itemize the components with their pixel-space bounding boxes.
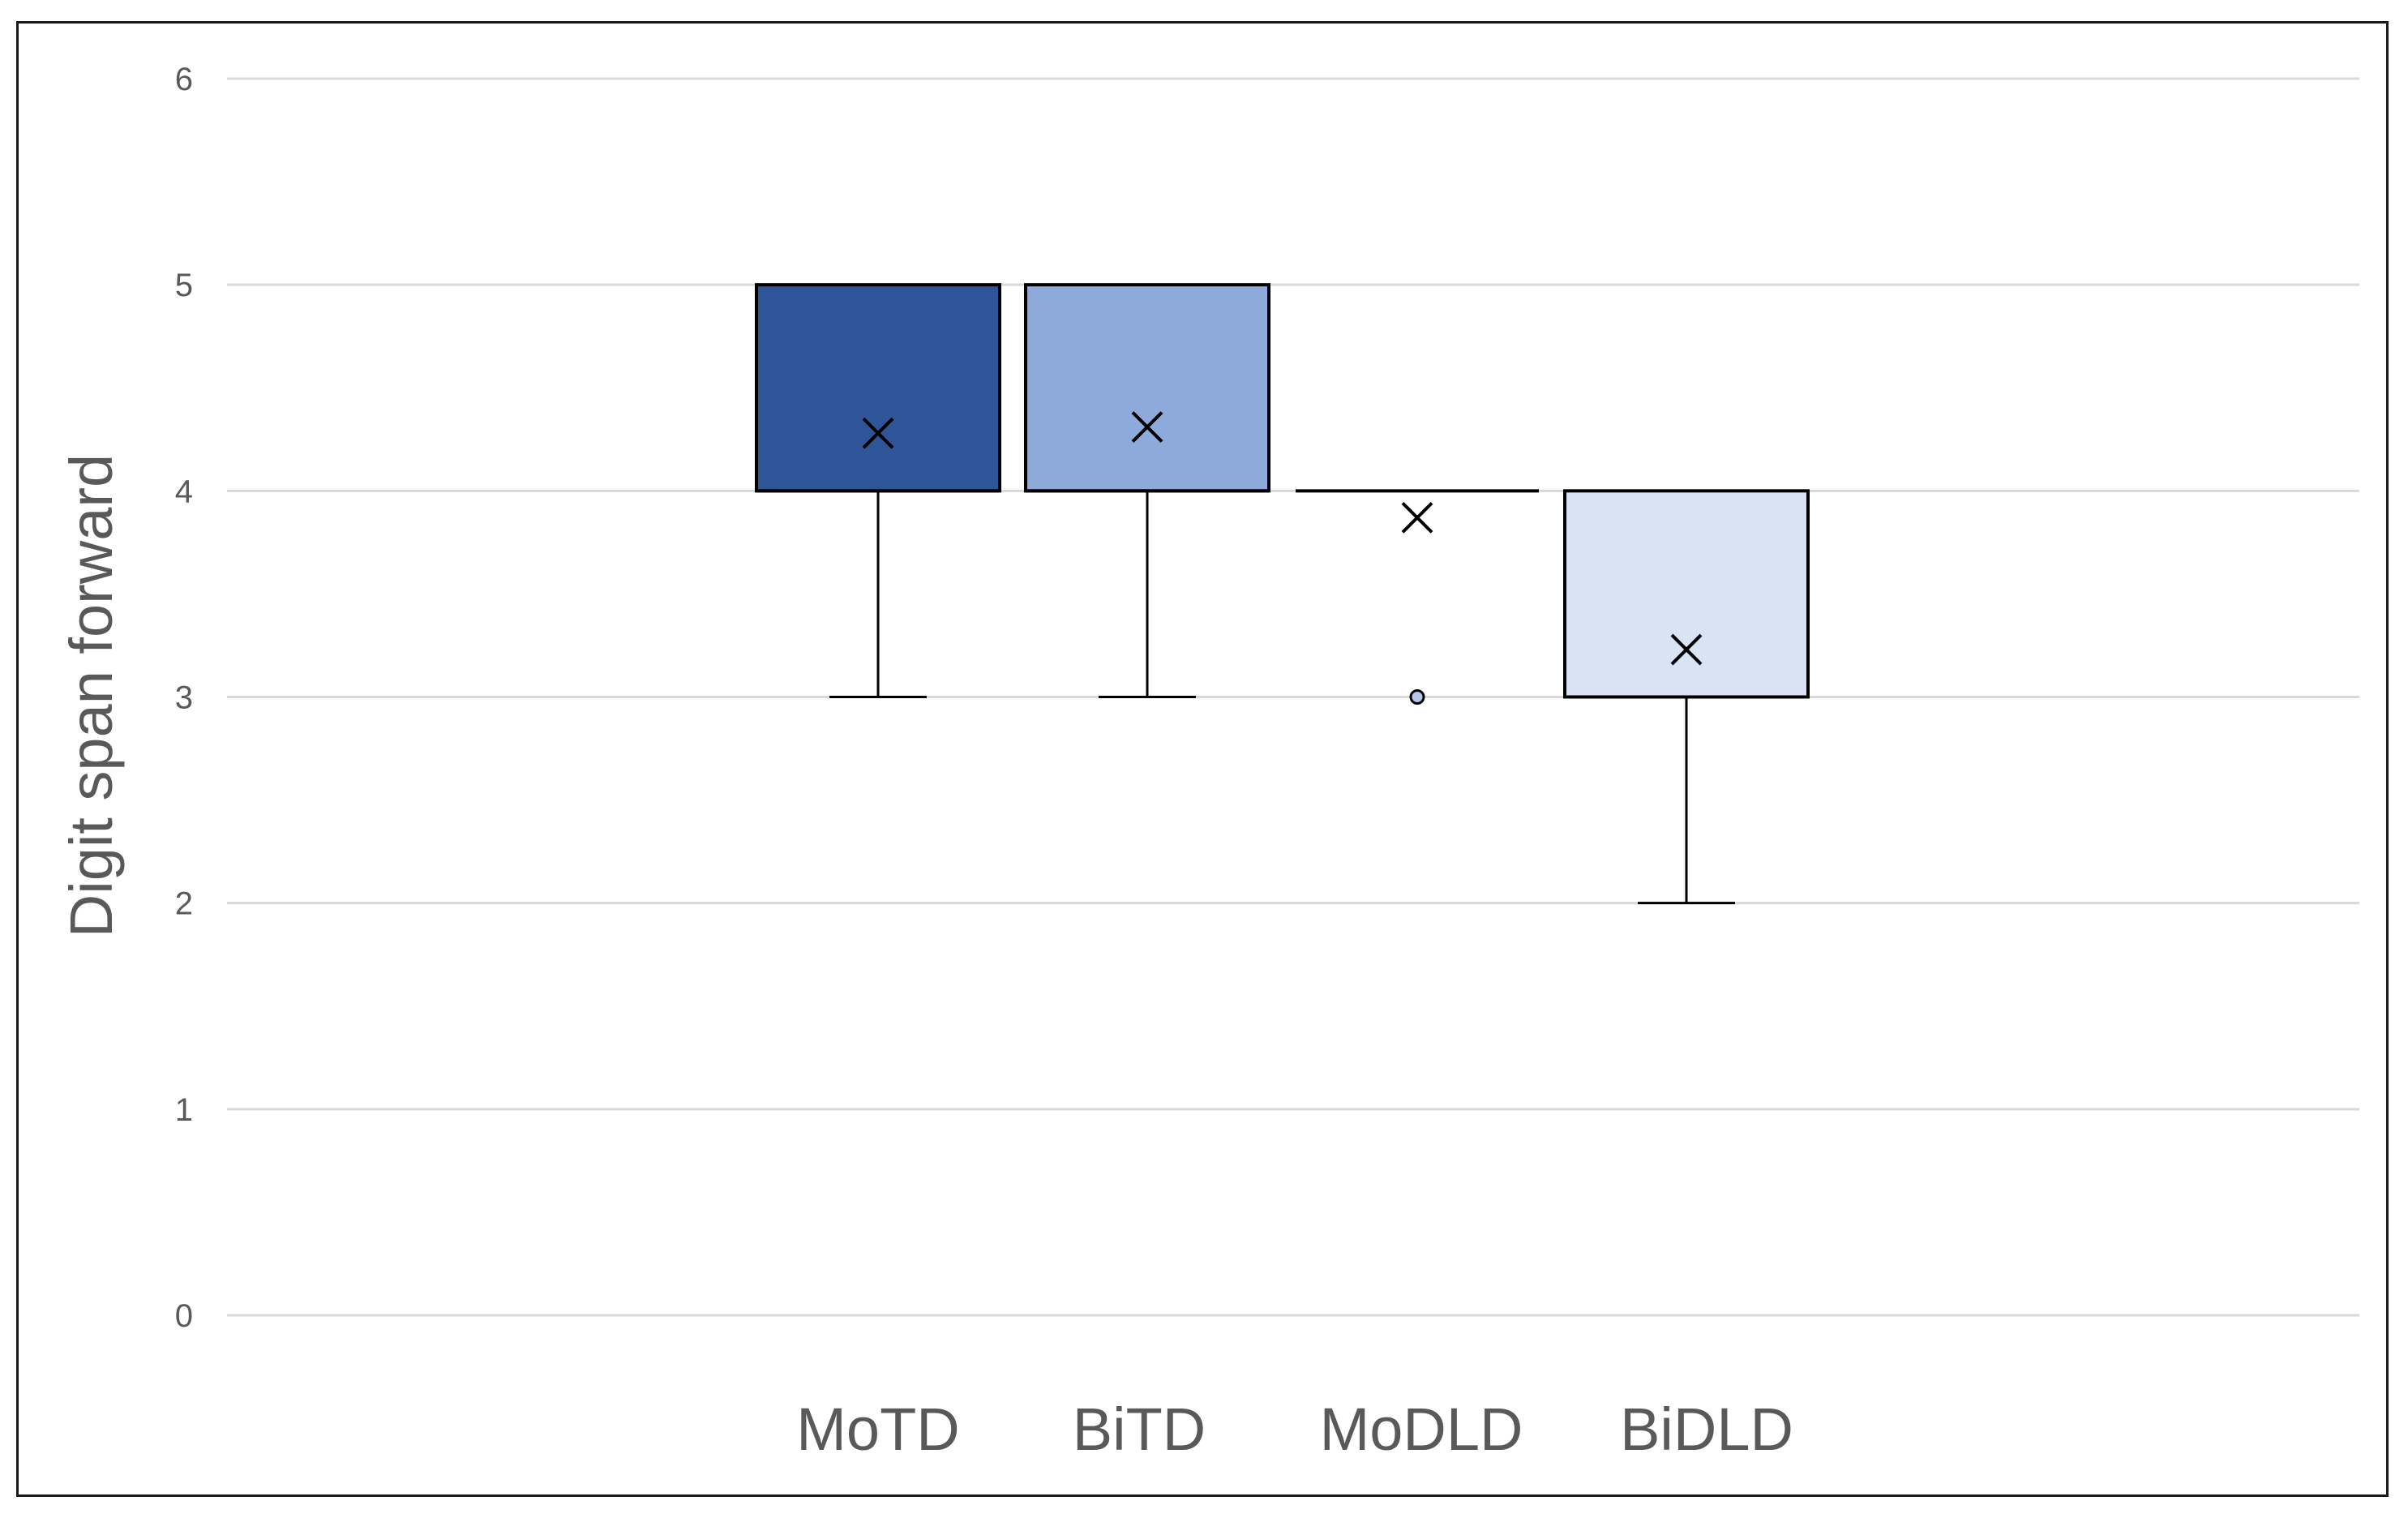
y-tick-label: 1 bbox=[175, 1092, 193, 1128]
mean-marker bbox=[862, 417, 894, 449]
y-tick-label: 5 bbox=[175, 268, 193, 303]
x-category-label: BiDLD bbox=[1620, 1396, 1793, 1463]
box-modld bbox=[1296, 489, 1539, 705]
chart-frame bbox=[16, 21, 2389, 1497]
mean-marker bbox=[1131, 411, 1163, 443]
y-axis-title: Digit span forward bbox=[58, 454, 125, 937]
x-category-label: MoTD bbox=[796, 1396, 959, 1463]
y-tick-label: 3 bbox=[175, 680, 193, 716]
x-axis-labels: MoTD BiTD MoDLD BiDLD bbox=[796, 1396, 1793, 1463]
y-tick-label: 4 bbox=[175, 474, 193, 509]
y-tick-label: 0 bbox=[175, 1298, 193, 1334]
box-motd bbox=[755, 283, 1001, 698]
mean-marker bbox=[1401, 501, 1433, 534]
y-tick-label: 6 bbox=[175, 62, 193, 97]
box-bitd bbox=[1024, 283, 1270, 698]
x-category-label: MoDLD bbox=[1320, 1396, 1523, 1463]
mean-marker bbox=[1670, 633, 1703, 666]
y-axis-ticks: 0 1 2 3 4 5 6 bbox=[175, 62, 193, 1334]
box-bidld bbox=[1563, 489, 1810, 905]
outlier-point bbox=[1409, 689, 1425, 705]
x-category-label: BiTD bbox=[1073, 1396, 1206, 1463]
box-body bbox=[755, 283, 1001, 493]
box-body bbox=[1024, 283, 1270, 493]
box-body bbox=[1563, 489, 1810, 699]
boxes bbox=[755, 283, 1810, 905]
gridlines bbox=[227, 77, 2359, 1317]
y-tick-label: 2 bbox=[175, 886, 193, 922]
